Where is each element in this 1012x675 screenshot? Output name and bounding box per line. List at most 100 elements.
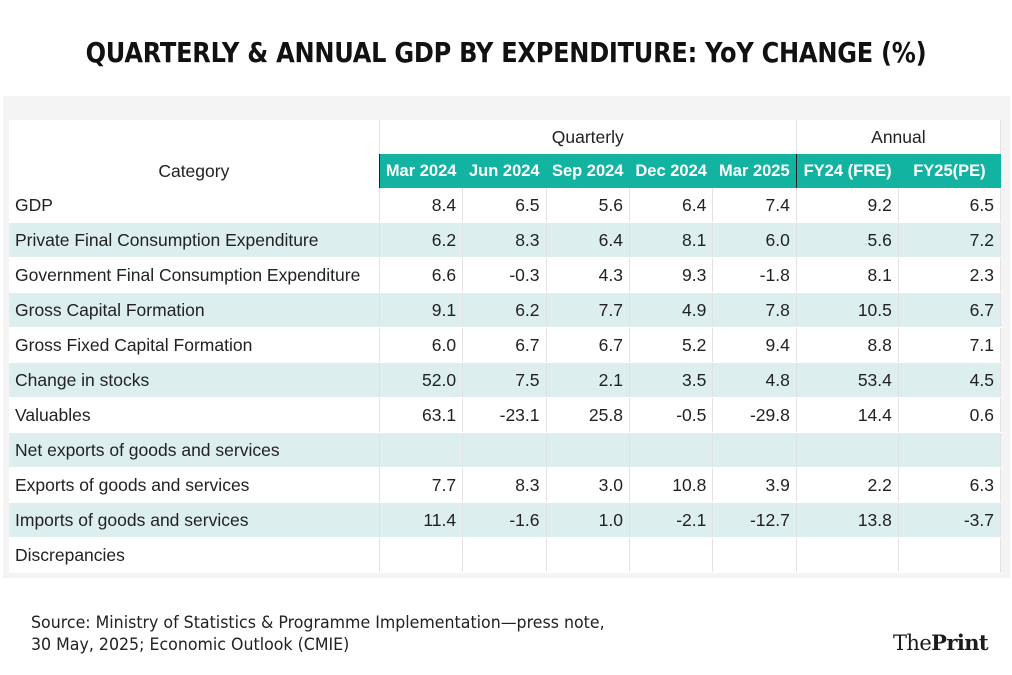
value-cell [898, 432, 1002, 468]
value-cell: 8.4 [378, 188, 464, 223]
value-cell: 8.3 [462, 222, 547, 258]
row-label: Gross Capital Formation [9, 292, 380, 328]
value-cell: 2.3 [898, 257, 1002, 293]
value-cell: 2.1 [546, 362, 630, 398]
gdp-table: Quarterly Annual Category Mar 2024 Jun 2… [9, 120, 1002, 573]
value-cell: 52.0 [378, 362, 464, 398]
value-cell: 25.8 [546, 397, 630, 433]
value-cell: -0.5 [629, 397, 714, 433]
value-cell: 10.8 [629, 467, 714, 503]
value-cell [462, 537, 547, 573]
row-label: Exports of goods and services [9, 467, 380, 503]
table-row: Private Final Consumption Expenditure 6.2… [9, 222, 1002, 258]
value-cell: 6.7 [462, 327, 547, 363]
table-body: GDP 8.4 6.5 5.6 6.4 7.4 9.2 6.5 Private Final Co… [9, 188, 1002, 573]
value-cell: 6.0 [378, 327, 464, 363]
value-cell: 4.8 [712, 362, 797, 398]
value-cell: 4.5 [898, 362, 1002, 398]
value-cell: 3.5 [629, 362, 714, 398]
row-label: Imports of goods and services [9, 502, 380, 538]
logo-print: Print [931, 630, 988, 655]
value-cell: 1.0 [546, 502, 630, 538]
value-cell: 9.3 [629, 257, 714, 293]
value-cell [795, 432, 899, 468]
value-cell: 6.7 [546, 327, 630, 363]
column-header-category: Category [9, 154, 380, 188]
table-row: Gross Fixed Capital Formation 6.0 6.7 6.7 5.… [9, 327, 1002, 363]
table-row: Discrepancies [9, 537, 1002, 573]
value-cell: -0.3 [462, 257, 547, 293]
value-cell: 7.1 [898, 327, 1002, 363]
row-label: Valuables [9, 397, 380, 433]
value-cell: 14.4 [795, 397, 899, 433]
row-label: Gross Fixed Capital Formation [9, 327, 380, 363]
value-cell: 9.4 [712, 327, 797, 363]
value-cell: 7.7 [546, 292, 630, 328]
table-row: Government Final Consumption Expenditure… [9, 257, 1002, 293]
column-header-row: Category Mar 2024 Jun 2024 Sep 2024 Dec … [9, 154, 1001, 188]
value-cell [629, 537, 714, 573]
row-label: Net exports of goods and services [9, 432, 380, 468]
value-cell [898, 537, 1002, 573]
value-cell: 63.1 [378, 397, 464, 433]
value-cell: 6.4 [629, 188, 714, 223]
value-cell: 2.2 [795, 467, 899, 503]
row-label: Discrepancies [9, 537, 380, 573]
value-cell: 6.5 [462, 188, 547, 223]
table-row: Exports of goods and services 7.7 8.3 3.0 10… [9, 467, 1002, 503]
table-row: GDP 8.4 6.5 5.6 6.4 7.4 9.2 6.5 [9, 188, 1002, 223]
column-header: Dec 2024 [629, 154, 713, 188]
value-cell: 5.6 [546, 188, 630, 223]
value-cell [378, 432, 464, 468]
value-cell: 8.8 [795, 327, 899, 363]
value-cell [462, 432, 547, 468]
value-cell: 7.4 [712, 188, 797, 223]
table-row: Imports of goods and services 11.4 -1.6 1.0… [9, 502, 1002, 538]
value-cell: 53.4 [795, 362, 899, 398]
value-cell: 7.7 [378, 467, 464, 503]
value-cell: 13.8 [795, 502, 899, 538]
column-header: FY24 (FRE) [795, 154, 899, 188]
value-cell: 8.1 [629, 222, 714, 258]
value-cell: 10.5 [795, 292, 899, 328]
value-cell: 9.2 [795, 188, 899, 223]
table-row: Valuables 63.1 -23.1 25.8 -0.5 -29.8 14.4 0.6 [9, 397, 1002, 433]
value-cell: 8.3 [462, 467, 547, 503]
value-cell: 6.3 [898, 467, 1002, 503]
value-cell: 6.6 [378, 257, 464, 293]
row-label: Government Final Consumption Expenditure [9, 257, 380, 293]
column-header: Jun 2024 [462, 154, 547, 188]
value-cell: -1.8 [712, 257, 797, 293]
value-cell: 7.2 [898, 222, 1002, 258]
value-cell: 6.0 [712, 222, 797, 258]
row-label: Change in stocks [9, 362, 380, 398]
column-header: Sep 2024 [546, 154, 630, 188]
chart-title: QUARTERLY & ANNUAL GDP BY EXPENDITURE: Y… [85, 36, 927, 69]
row-label: Private Final Consumption Expenditure [9, 222, 380, 258]
group-header-quarterly: Quarterly [378, 120, 797, 154]
theprint-logo: ThePrint [893, 630, 989, 655]
value-cell: 6.2 [462, 292, 547, 328]
value-cell: 5.6 [795, 222, 899, 258]
column-header: FY25(PE) [898, 154, 1001, 188]
group-header-row: Quarterly Annual [9, 120, 1002, 154]
value-cell: -23.1 [462, 397, 547, 433]
value-cell: 4.9 [629, 292, 714, 328]
value-cell: -3.7 [898, 502, 1002, 538]
value-cell: 4.3 [546, 257, 630, 293]
table-row: Net exports of goods and services [9, 432, 1002, 468]
value-cell: 6.4 [546, 222, 630, 258]
source-line-1: Source: Ministry of Statistics & Program… [31, 613, 605, 633]
group-header-spacer [9, 120, 380, 154]
row-label: GDP [9, 188, 380, 223]
value-cell [712, 432, 797, 468]
value-cell: -1.6 [462, 502, 547, 538]
table-row: Gross Capital Formation 9.1 6.2 7.7 4.9 7.8 10… [9, 292, 1002, 328]
value-cell: 11.4 [378, 502, 464, 538]
value-cell [712, 537, 797, 573]
group-header-annual: Annual [795, 120, 1002, 154]
value-cell: 6.7 [898, 292, 1002, 328]
source-line-2: 30 May, 2025; Economic Outlook (CMIE) [31, 635, 350, 655]
value-cell: 7.5 [462, 362, 547, 398]
column-header: Mar 2024 [378, 154, 463, 188]
